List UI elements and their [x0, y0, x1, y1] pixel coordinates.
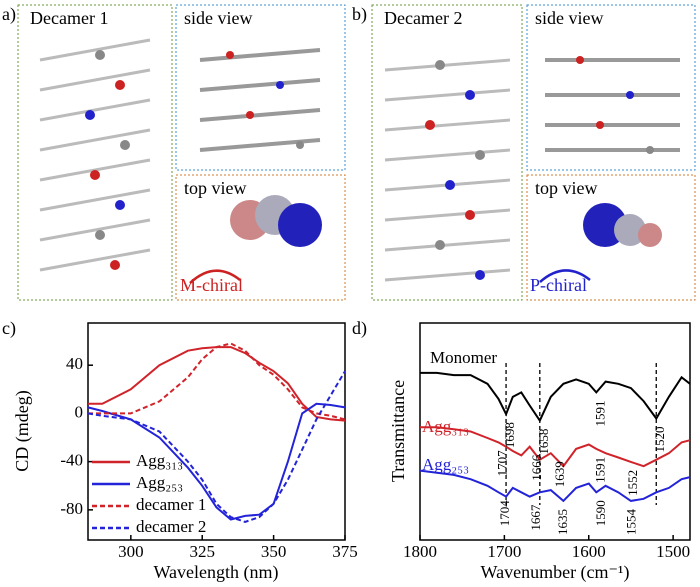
box — [175, 174, 346, 301]
panel-title: Decamer 1 — [30, 8, 108, 28]
peak-label: 1554 — [624, 508, 639, 535]
panel-letter: d) — [352, 318, 367, 339]
panel-title: Decamer 2 — [384, 8, 462, 28]
peak-label: 1666 — [529, 454, 544, 481]
box — [17, 4, 173, 301]
chirality-label: M-chiral — [180, 275, 243, 295]
series-line — [419, 469, 691, 503]
series-line — [420, 371, 691, 423]
panel-title: top view — [184, 178, 247, 198]
x-tick-label: 350 — [261, 542, 287, 561]
x-tick-label: 1800 — [403, 542, 437, 561]
peak-label: 1639 — [552, 461, 567, 487]
series-label: Agg₂₅₃ — [422, 455, 469, 474]
legend-label: decamer 2 — [136, 517, 206, 536]
peak-label: 1591 — [592, 457, 607, 483]
arrow — [189, 269, 241, 284]
plot-frame — [87, 322, 346, 541]
legend-label: decamer 1 — [136, 495, 206, 514]
series-label: Monomer — [430, 348, 497, 367]
y-axis-label: Transmittance — [388, 380, 408, 482]
y-tick-label: -80 — [60, 499, 83, 518]
peak-label: 1635 — [555, 509, 570, 535]
y-axis-label: CD (mdeg) — [12, 390, 33, 471]
peak-label: 1591 — [592, 400, 607, 426]
box — [371, 4, 523, 301]
panel-title: top view — [535, 178, 598, 198]
molecule-image — [384, 56, 680, 282]
peak-label: 1658 — [536, 429, 551, 455]
box — [526, 174, 696, 301]
peak-label: 1707 — [494, 450, 509, 477]
panel-letter: c) — [2, 318, 16, 339]
panel-title: side view — [184, 8, 252, 28]
x-tick-label: 325 — [189, 542, 215, 561]
peak-label: 1667 — [528, 504, 543, 530]
legend-label: Agg₂₅₃ — [136, 473, 183, 492]
y-tick-label: 40 — [66, 354, 83, 373]
box — [175, 4, 346, 171]
series-label: Agg₃₁₃ — [422, 417, 469, 436]
panel-title: side view — [535, 8, 603, 28]
chirality-label: P-chiral — [530, 275, 587, 295]
x-tick-label: 1600 — [572, 542, 606, 561]
series-line — [88, 342, 346, 421]
molecule-image — [39, 38, 322, 272]
x-tick-label: 375 — [332, 542, 358, 561]
x-axis-label: Wavelength (nm) — [153, 562, 278, 583]
y-tick-label: -40 — [60, 451, 83, 470]
box — [526, 4, 696, 171]
x-tick-label: 1700 — [487, 542, 521, 561]
panel-letter: a) — [2, 4, 16, 25]
peak-label: 1698 — [502, 422, 517, 448]
peak-label: 1704 — [497, 500, 512, 527]
x-axis-label: Wavenumber (cm⁻¹) — [481, 562, 630, 583]
series-line — [87, 370, 346, 523]
peak-label: 1590 — [593, 500, 608, 526]
peak-label: 1552 — [625, 470, 640, 496]
x-tick-label: 1500 — [656, 542, 690, 561]
y-tick-label: 0 — [75, 402, 84, 421]
legend-label: Agg₃₁₃ — [136, 451, 183, 470]
x-tick-label: 300 — [118, 542, 144, 561]
plot-frame — [419, 322, 691, 541]
arrow — [539, 269, 591, 283]
panel-letter: b) — [352, 4, 367, 25]
peak-label: 1520 — [652, 426, 667, 452]
series-line — [420, 426, 691, 468]
series-line — [87, 402, 346, 521]
